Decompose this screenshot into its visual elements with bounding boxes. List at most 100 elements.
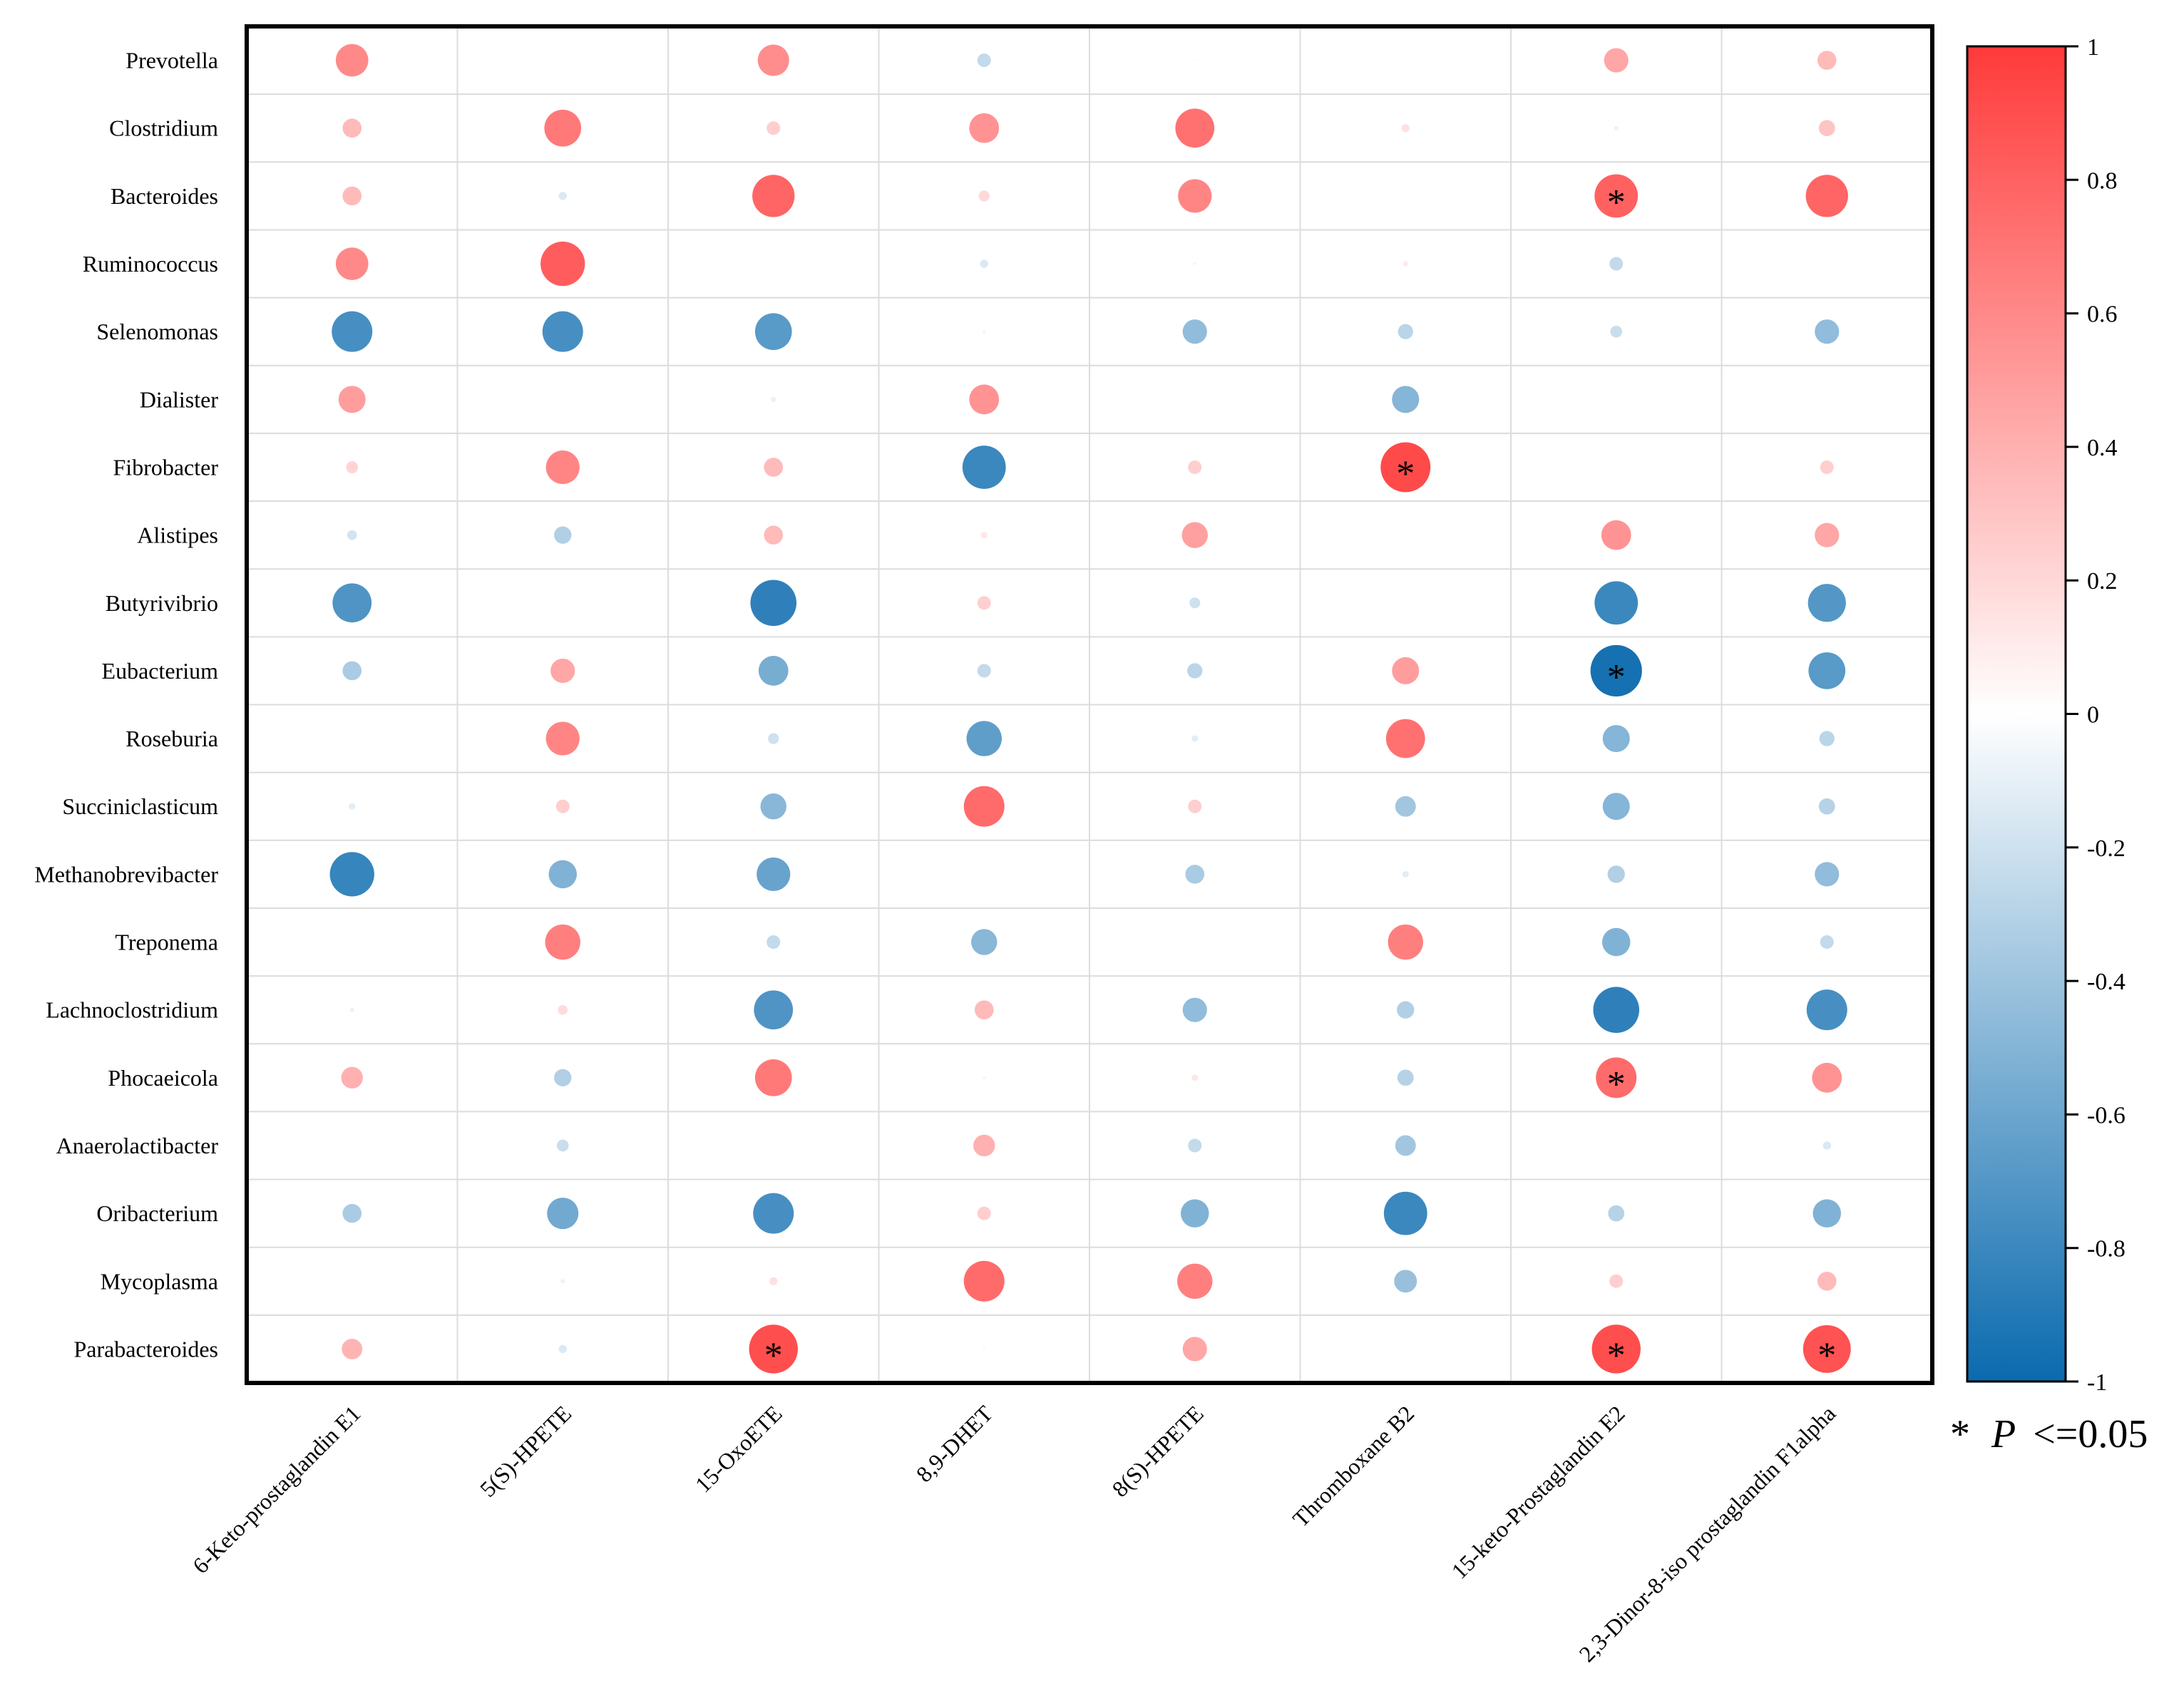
- bubble-eubacterium-15-oxoete: [758, 656, 789, 686]
- bubble-mycoplasma-15-oxoete: [769, 1277, 778, 1285]
- bubble-succiniclasticum-6-keto-prostaglandin-e1: [349, 803, 356, 810]
- bubble-anaerolactibacter-5-s-hpete: [556, 1139, 569, 1152]
- row-label-methanobrevibacter: Methanobrevibacter: [34, 861, 218, 887]
- bubble-phocaeicola-8-s-hpete: [1191, 1074, 1199, 1081]
- significance-marker: *: [1396, 453, 1415, 494]
- row-label-mycoplasma: Mycoplasma: [101, 1268, 218, 1294]
- bubble-ruminococcus-8-9-dhet: [980, 259, 988, 268]
- bubble-oribacterium-15-oxoete: [753, 1193, 794, 1234]
- bubble-butyrivibrio-8-9-dhet: [977, 596, 991, 610]
- bubble-lachnoclostridium-2-3-dinor-8-iso-prostaglandin-f1alpha: [1806, 989, 1847, 1031]
- bubble-treponema-8-9-dhet: [971, 929, 998, 955]
- bubble-selenomonas-8-9-dhet: [982, 329, 986, 334]
- significance-marker: *: [1817, 1335, 1836, 1376]
- colorbar-tick-label: 0.6: [2087, 302, 2118, 328]
- bubble-lachnoclostridium-8-9-dhet: [974, 1000, 994, 1019]
- bubble-clostridium-5-s-hpete: [544, 109, 582, 147]
- colorbar-tick-label: 0.4: [2087, 435, 2118, 461]
- bubble-clostridium-15-keto-prostaglandin-e2: [1614, 125, 1619, 130]
- bubble-phocaeicola-6-keto-prostaglandin-e1: [341, 1066, 363, 1089]
- bubble-fibrobacter-5-s-hpete: [545, 450, 580, 485]
- grid-lines: [247, 26, 1932, 1383]
- bubble-roseburia-8-s-hpete: [1191, 735, 1199, 742]
- bubble-lachnoclostridium-15-keto-prostaglandin-e2: [1593, 987, 1640, 1033]
- bubble-clostridium-2-3-dinor-8-iso-prostaglandin-f1alpha: [1818, 120, 1835, 137]
- bubble-fibrobacter-15-oxoete: [764, 458, 784, 477]
- bubble-oribacterium-thromboxane-b2: [1383, 1191, 1427, 1235]
- bubble-anaerolactibacter-2-3-dinor-8-iso-prostaglandin-f1alpha: [1822, 1141, 1831, 1150]
- bubble-clostridium-8-s-hpete: [1175, 108, 1215, 148]
- bubble-eubacterium-8-9-dhet: [977, 664, 991, 678]
- bubble-ruminococcus-8-s-hpete: [1193, 262, 1197, 266]
- bubble-selenomonas-2-3-dinor-8-iso-prostaglandin-f1alpha: [1815, 319, 1840, 344]
- bubble-treponema-15-oxoete: [766, 935, 781, 950]
- bubble-succiniclasticum-8-9-dhet: [963, 786, 1005, 827]
- bubble-ruminococcus-5-s-hpete: [540, 241, 585, 287]
- bubble-parabacteroides-5-s-hpete: [558, 1344, 567, 1354]
- bubble-phocaeicola-2-3-dinor-8-iso-prostaglandin-f1alpha: [1812, 1062, 1842, 1093]
- significance-marker: *: [1607, 1064, 1626, 1105]
- bubble-lachnoclostridium-5-s-hpete: [558, 1004, 568, 1015]
- bubble-oribacterium-15-keto-prostaglandin-e2: [1608, 1205, 1625, 1222]
- bubble-eubacterium-thromboxane-b2: [1392, 657, 1420, 684]
- bubble-roseburia-15-keto-prostaglandin-e2: [1602, 725, 1630, 753]
- bubble-dialister-8-9-dhet: [969, 384, 1000, 415]
- significance-marker: *: [764, 1335, 783, 1376]
- colorbar: 1 0.8 0.6 0.4 0.2 0 -0.2 -0.4 -0.6 -0.8 -1: [1966, 34, 2126, 1396]
- bubble-prevotella-8-s-hpete: [1194, 59, 1196, 62]
- bubble-succiniclasticum-15-keto-prostaglandin-e2: [1602, 793, 1630, 820]
- bubble-clostridium-thromboxane-b2: [1401, 124, 1410, 133]
- bubble-bacteroides-2-3-dinor-8-iso-prostaglandin-f1alpha: [1805, 175, 1848, 217]
- significance-marker: *: [1607, 657, 1626, 698]
- bubble-succiniclasticum-5-s-hpete: [555, 799, 570, 813]
- bubble-dialister-6-keto-prostaglandin-e1: [338, 386, 366, 413]
- row-labels: Prevotella Clostridium Bacteroides Ruminoco…: [34, 48, 218, 1362]
- bubble-mycoplasma-8-9-dhet: [963, 1260, 1005, 1302]
- bubble-roseburia-2-3-dinor-8-iso-prostaglandin-f1alpha: [1819, 731, 1835, 746]
- bubble-fibrobacter-thromboxane-b2: [1380, 442, 1431, 493]
- bubble-selenomonas-15-oxoete: [754, 313, 792, 351]
- bubble-clostridium-8-9-dhet: [969, 113, 1000, 143]
- bubble-bacteroides-8-s-hpete: [1178, 179, 1212, 213]
- bubbles: * * * * * * *: [329, 43, 1851, 1376]
- bubble-butyrivibrio-thromboxane-b2: [1405, 602, 1407, 604]
- bubble-anaerolactibacter-8-s-hpete: [1188, 1138, 1202, 1153]
- bubble-anaerolactibacter-thromboxane-b2: [1395, 1135, 1416, 1156]
- bubble-eubacterium-5-s-hpete: [550, 658, 575, 684]
- bubble-prevotella-2-3-dinor-8-iso-prostaglandin-f1alpha: [1817, 51, 1837, 70]
- row-label-lachnoclostridium: Lachnoclostridium: [46, 997, 218, 1023]
- bubble-butyrivibrio-2-3-dinor-8-iso-prostaglandin-f1alpha: [1808, 584, 1846, 622]
- significance-note: * P <=0.05: [1950, 1412, 2148, 1456]
- bubble-lachnoclostridium-8-s-hpete: [1182, 997, 1207, 1022]
- colorbar-tick-label: -0.4: [2087, 969, 2126, 995]
- bubble-methanobrevibacter-8-s-hpete: [1185, 865, 1205, 884]
- bubble-parabacteroides-15-keto-prostaglandin-e2: [1591, 1324, 1641, 1374]
- bubble-mycoplasma-15-keto-prostaglandin-e2: [1609, 1274, 1624, 1288]
- bubble-fibrobacter-8-s-hpete: [1188, 460, 1202, 474]
- colorbar-tick-label: -0.2: [2087, 835, 2126, 862]
- bubble-anaerolactibacter-8-9-dhet: [973, 1134, 995, 1157]
- bubble-butyrivibrio-8-s-hpete: [1189, 597, 1201, 609]
- bubble-succiniclasticum-thromboxane-b2: [1395, 796, 1416, 817]
- bubble-lachnoclostridium-6-keto-prostaglandin-e1: [349, 1007, 354, 1012]
- bubble-alistipes-15-oxoete: [764, 525, 784, 545]
- bubble-ruminococcus-6-keto-prostaglandin-e1: [335, 247, 369, 280]
- colorbar-tick-label: 0.2: [2087, 568, 2118, 595]
- bubble-alistipes-8-9-dhet: [980, 532, 988, 539]
- bubble-lachnoclostridium-15-oxoete: [754, 990, 794, 1030]
- bubble-bacteroides-thromboxane-b2: [1405, 195, 1407, 197]
- column-label-8-s-hpete: 8(S)-HPETE: [1107, 1400, 1208, 1501]
- colorbar-tick-label: 0.8: [2087, 168, 2118, 194]
- row-label-dialister: Dialister: [140, 386, 219, 412]
- bubble-phocaeicola-15-oxoete: [754, 1059, 792, 1096]
- bubble-selenomonas-15-keto-prostaglandin-e2: [1610, 325, 1623, 338]
- bubble-succiniclasticum-2-3-dinor-8-iso-prostaglandin-f1alpha: [1818, 798, 1835, 815]
- bubble-oribacterium-2-3-dinor-8-iso-prostaglandin-f1alpha: [1812, 1199, 1842, 1228]
- colorbar-tick-label: -1: [2087, 1369, 2107, 1396]
- bubble-bacteroides-8-9-dhet: [978, 190, 990, 202]
- bubble-parabacteroides-15-oxoete: [749, 1324, 798, 1374]
- bubble-selenomonas-8-s-hpete: [1182, 319, 1207, 344]
- bubble-eubacterium-6-keto-prostaglandin-e1: [342, 661, 362, 681]
- column-labels: 6-Keto-prostaglandin E1 5(S)-HPETE 15-OxoE…: [188, 1400, 1840, 1667]
